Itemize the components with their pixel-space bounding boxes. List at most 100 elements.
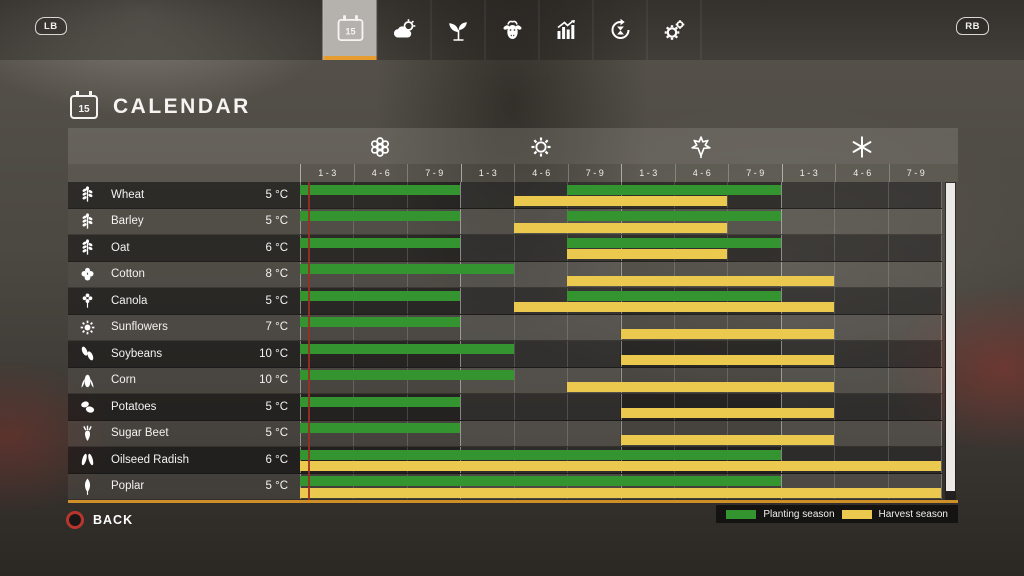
- grid-cell: [406, 473, 460, 499]
- planting-bar: [300, 396, 461, 407]
- grid-cell: [673, 235, 727, 261]
- tab-crop-rotation[interactable]: [592, 0, 647, 60]
- grid-cell: [300, 341, 353, 367]
- grid-cell: [780, 208, 835, 234]
- grid-cell: [353, 367, 406, 393]
- harvest-bar: [513, 302, 835, 312]
- harvest-bar: [567, 249, 728, 259]
- cow-icon: [499, 17, 525, 43]
- crop-timeline: [300, 447, 942, 473]
- crop-row-barley: Barley 5 °C: [68, 208, 942, 235]
- germination-temperature: 6 °C: [265, 453, 289, 466]
- grid-cell: [406, 394, 460, 420]
- oilseed-radish-icon: [78, 450, 97, 469]
- grid-cell: [673, 473, 727, 499]
- crop-label: Cotton 8 °C: [68, 262, 300, 288]
- crop-name: Cotton: [111, 268, 145, 281]
- tab-weather[interactable]: [376, 0, 431, 60]
- page-title: CALENDAR: [113, 95, 251, 118]
- lb-shoulder-button[interactable]: LB: [35, 17, 67, 35]
- weather-icon: [391, 17, 417, 43]
- grid-cell: [887, 341, 941, 367]
- crop-row-canola: Canola 5 °C: [68, 288, 942, 315]
- crop-name: Oat: [111, 241, 130, 254]
- grid-cell: [620, 288, 674, 314]
- crop-timeline: [300, 367, 942, 393]
- back-button[interactable]: BACK: [66, 511, 133, 529]
- wheat-icon: [78, 185, 97, 204]
- planting-bar: [300, 449, 781, 460]
- sun-icon: [528, 134, 554, 160]
- grid-cell: [834, 182, 888, 208]
- grid-cell: [460, 420, 514, 446]
- crop-row-oat: Oat 6 °C: [68, 235, 942, 262]
- grid-cell: [673, 261, 727, 287]
- rb-shoulder-button[interactable]: RB: [956, 17, 989, 35]
- grid-cell: [834, 314, 888, 340]
- grid-cell: [727, 208, 780, 234]
- grid-cell: [353, 261, 406, 287]
- germination-temperature: 5 °C: [265, 480, 289, 493]
- grid-cell: [406, 261, 460, 287]
- crop-row-sunflowers: Sunflowers 7 °C: [68, 314, 942, 341]
- tab-statistics[interactable]: [538, 0, 593, 60]
- grid-cell: [887, 394, 941, 420]
- grid-cell: [727, 420, 780, 446]
- grid-cell: [673, 367, 727, 393]
- calendar-icon: 15: [70, 91, 98, 119]
- scrollbar-thumb[interactable]: [946, 183, 955, 492]
- calendar-day-number: 15: [78, 104, 90, 115]
- grid-cell: [353, 314, 406, 340]
- harvest-bar: [620, 408, 835, 418]
- planting-season-label: Planting season: [763, 508, 835, 520]
- crop-row-corn: Corn 10 °C: [68, 367, 942, 394]
- grid-cell: [620, 235, 674, 261]
- grid-cell: [460, 182, 514, 208]
- harvest-bar: [620, 355, 835, 365]
- crop-label: Oat 6 °C: [68, 235, 300, 261]
- grid-cell: [567, 341, 621, 367]
- crop-timeline: [300, 341, 942, 367]
- grid-cell: [887, 420, 941, 446]
- crop-name: Barley: [111, 215, 144, 228]
- grid-cell: [620, 447, 674, 473]
- grid-cell: [727, 314, 780, 340]
- grid-cell: [353, 447, 406, 473]
- scrollbar[interactable]: [945, 182, 956, 500]
- crop-row-cotton: Cotton 8 °C: [68, 261, 942, 288]
- tab-crops[interactable]: [430, 0, 485, 60]
- tab-calendar[interactable]: 15: [322, 0, 377, 60]
- crop-label: Poplar 5 °C: [68, 474, 300, 500]
- tab-animals[interactable]: [484, 0, 539, 60]
- grid-cell: [460, 394, 514, 420]
- harvest-season-label: Harvest season: [878, 508, 948, 520]
- grid-cell: [300, 314, 353, 340]
- crop-timeline: [300, 208, 942, 234]
- grid-cell: [673, 420, 727, 446]
- crop-row-potatoes: Potatoes 5 °C: [68, 394, 942, 421]
- crop-label: Potatoes 5 °C: [68, 394, 300, 420]
- grid-cell: [620, 341, 674, 367]
- crop-label: Oilseed Radish 6 °C: [68, 447, 300, 473]
- grid-cell: [460, 314, 514, 340]
- grid-cell: [834, 394, 888, 420]
- crop-name: Potatoes: [111, 400, 157, 413]
- grid-cell: [620, 473, 674, 499]
- period-label: 1 - 3: [781, 164, 836, 182]
- tab-settings[interactable]: [646, 0, 702, 60]
- planting-bar: [300, 264, 514, 274]
- grid-cell: [620, 208, 674, 234]
- rotation-arrows-icon: [607, 17, 633, 43]
- period-label: 1 - 3: [300, 164, 354, 182]
- season-winter: [782, 132, 943, 162]
- harvest-bar: [567, 275, 835, 286]
- grid-cell: [513, 235, 568, 261]
- crop-name: Sunflowers: [111, 321, 168, 334]
- crop-label: Corn 10 °C: [68, 368, 300, 394]
- germination-temperature: 5 °C: [265, 188, 289, 201]
- period-label: 7 - 9: [728, 164, 782, 182]
- crop-row-soybeans: Soybeans 10 °C: [68, 341, 942, 368]
- harvest-season-swatch: [841, 509, 872, 519]
- grid-cell: [513, 261, 568, 287]
